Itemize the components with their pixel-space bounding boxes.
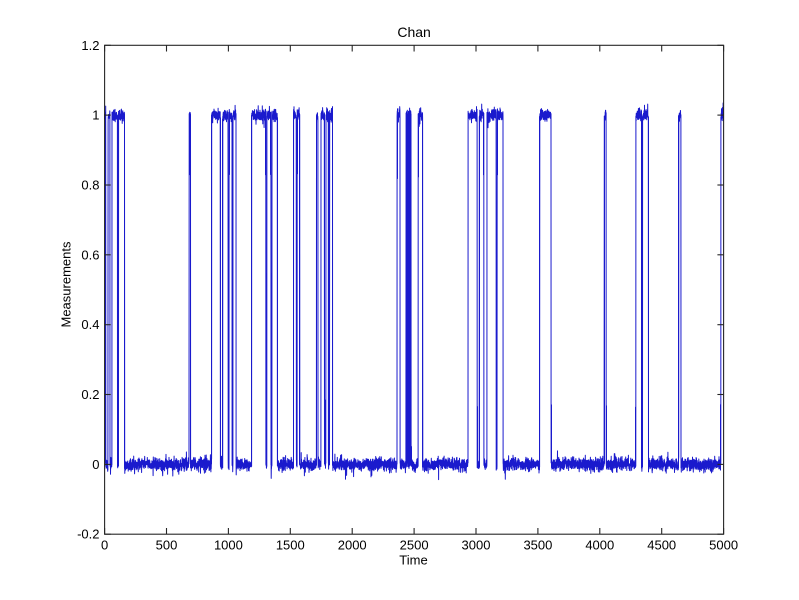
svg-text:1500: 1500: [276, 538, 305, 553]
svg-text:0.6: 0.6: [81, 247, 99, 262]
svg-text:Measurements: Measurements: [59, 241, 74, 327]
svg-text:4000: 4000: [585, 538, 614, 553]
svg-text:0: 0: [92, 457, 99, 472]
svg-text:0.2: 0.2: [81, 387, 99, 402]
svg-text:-0.2: -0.2: [77, 527, 99, 542]
svg-text:3000: 3000: [462, 538, 491, 553]
svg-text:500: 500: [156, 538, 178, 553]
svg-text:0.8: 0.8: [81, 178, 99, 193]
svg-text:Chan: Chan: [397, 24, 430, 40]
svg-text:Time: Time: [399, 553, 427, 568]
svg-text:2500: 2500: [400, 538, 429, 553]
svg-text:3500: 3500: [523, 538, 552, 553]
svg-text:5000: 5000: [709, 538, 738, 553]
svg-text:1: 1: [92, 108, 99, 123]
svg-text:4500: 4500: [647, 538, 676, 553]
svg-text:1000: 1000: [214, 538, 243, 553]
svg-text:2000: 2000: [338, 538, 367, 553]
svg-text:1.2: 1.2: [81, 38, 99, 53]
svg-text:0: 0: [101, 538, 108, 553]
svg-text:0.4: 0.4: [81, 317, 99, 332]
